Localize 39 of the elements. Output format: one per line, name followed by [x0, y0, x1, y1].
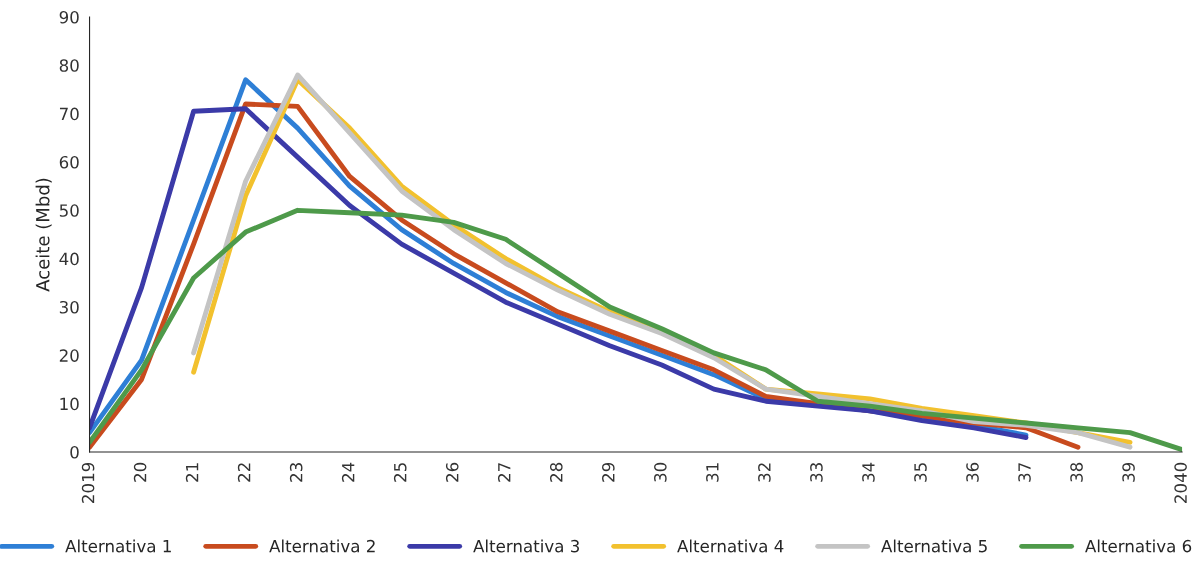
- x-tick-label: 38: [1070, 462, 1083, 482]
- x-tick-label: 32: [758, 463, 771, 482]
- y-tick-label: 50: [59, 204, 79, 217]
- x-tick-label: 35: [914, 463, 927, 482]
- x-tick-label: 30: [654, 462, 667, 482]
- x-tick-label: 2019: [81, 462, 95, 503]
- y-tick-label: 80: [59, 59, 79, 72]
- x-tick-label: 29: [602, 462, 615, 482]
- legend-label: Alternativa 5: [881, 539, 987, 553]
- y-axis-title: Aceite (Mbd): [35, 178, 52, 292]
- x-tick-label: 28: [550, 462, 563, 482]
- y-tick-label: 10: [60, 397, 79, 411]
- legend-label: Alternativa 4: [677, 539, 784, 553]
- y-tick-label: 30: [59, 300, 79, 314]
- legend-label: Alternativa 6: [1085, 539, 1192, 553]
- y-tick-label: 20: [59, 349, 79, 362]
- y-tick-label: 60: [59, 155, 79, 169]
- y-tick-label: 40: [59, 252, 79, 266]
- x-tick-label: 36: [966, 462, 979, 482]
- x-tick-label: 27: [497, 463, 511, 482]
- x-tick-label: 39: [1122, 462, 1135, 482]
- x-tick-label: 37: [1018, 463, 1031, 482]
- x-tick-label: 33: [810, 463, 823, 482]
- legend-label: Alternativa 3: [473, 539, 579, 553]
- x-tick-label: 34: [862, 462, 875, 482]
- x-tick-label: 25: [393, 463, 407, 482]
- x-tick-label: 26: [445, 462, 459, 482]
- y-tick-label: 90: [59, 10, 79, 24]
- legend-label: Alternativa 1: [65, 539, 171, 553]
- y-tick-label: 0: [70, 445, 79, 459]
- x-tick-label: 24: [341, 462, 355, 482]
- x-tick-label: 22: [237, 463, 251, 482]
- x-tick-label: 21: [185, 463, 199, 482]
- legend-label: Alternativa 2: [269, 539, 375, 553]
- x-tick-label: 31: [706, 463, 719, 482]
- x-tick-label: 20: [133, 462, 147, 482]
- x-tick-label: 2040: [1174, 462, 1187, 503]
- y-tick-label: 70: [59, 107, 79, 121]
- x-tick-label: 23: [289, 463, 303, 482]
